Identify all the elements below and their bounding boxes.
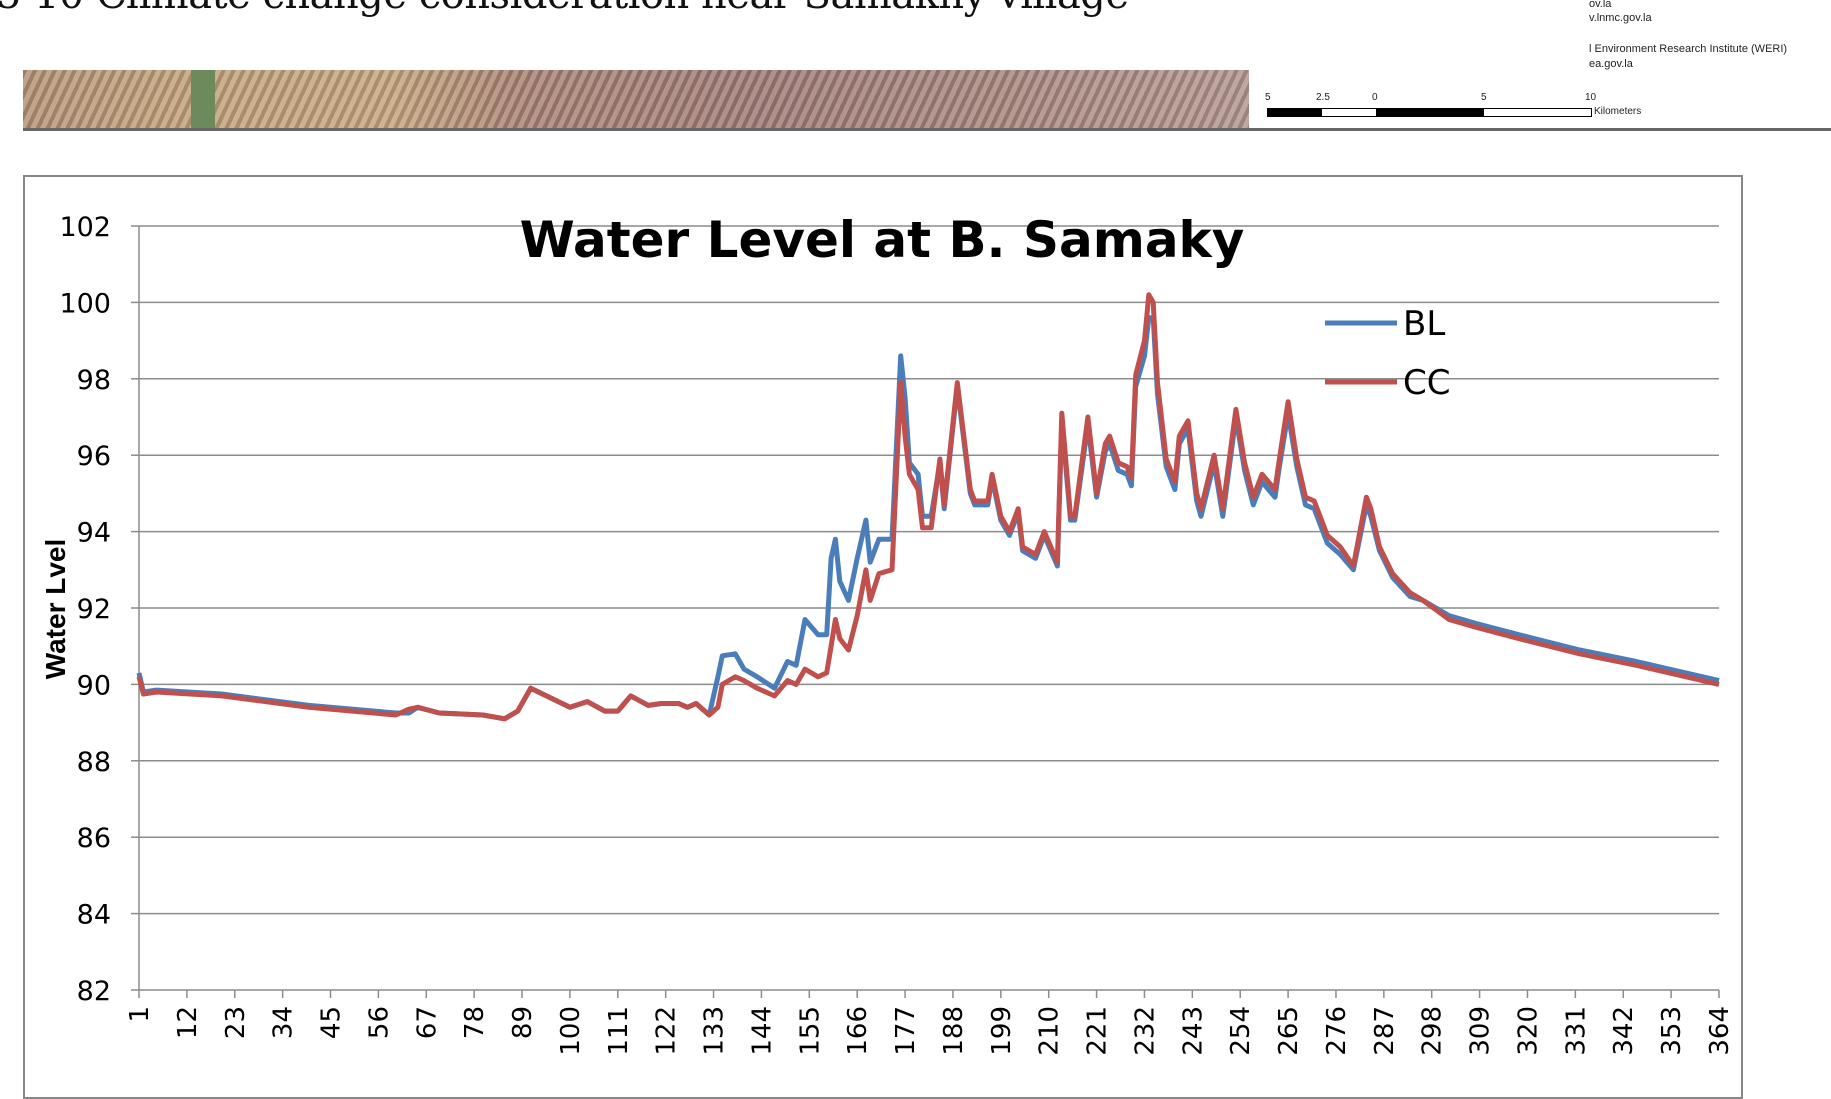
x-tick-label: 265 bbox=[1274, 1006, 1304, 1056]
map-legend-line: l Environment Research Institute (WERI) bbox=[1589, 43, 1788, 55]
scale-label: 5 bbox=[1265, 92, 1271, 103]
y-tick-label: 96 bbox=[77, 441, 111, 472]
x-tick-label: 188 bbox=[939, 1006, 969, 1056]
x-tick-label: 155 bbox=[795, 1006, 825, 1056]
y-tick-label: 90 bbox=[77, 670, 111, 701]
legend-label-bl: BL bbox=[1403, 304, 1445, 344]
scale-label: 5 bbox=[1481, 92, 1487, 103]
series-line-bl bbox=[136, 315, 1720, 722]
x-tick-label: 34 bbox=[269, 1006, 299, 1039]
scale-label: 2.5 bbox=[1316, 92, 1330, 103]
y-tick-label: 98 bbox=[77, 365, 111, 396]
water-level-chart: 82 84 86 88 90 92 94 96 98 100 102 1 12 23 34 45 56 67 78… bbox=[40, 211, 1735, 1056]
map-legend-line: ea.gov.la bbox=[1589, 58, 1633, 70]
x-tick-label: 111 bbox=[604, 1006, 634, 1056]
y-tick-label: 102 bbox=[59, 212, 111, 243]
x-tick-label: 144 bbox=[747, 1006, 777, 1056]
x-tick-label: 221 bbox=[1083, 1006, 1113, 1056]
x-tick-label: 199 bbox=[987, 1006, 1017, 1056]
y-tick-label: 94 bbox=[77, 518, 111, 549]
scale-label: 10 bbox=[1585, 92, 1597, 103]
x-tick-label: 243 bbox=[1178, 1006, 1208, 1056]
x-tick-label: 331 bbox=[1561, 1006, 1591, 1056]
y-tick-label: 88 bbox=[77, 747, 111, 778]
x-tick-label: 89 bbox=[508, 1006, 538, 1039]
map-legend-line: v.lnmc.gov.la bbox=[1589, 12, 1652, 24]
x-tick-label: 287 bbox=[1370, 1006, 1400, 1056]
x-tick-label: 276 bbox=[1322, 1006, 1352, 1056]
x-tick-label: 309 bbox=[1466, 1006, 1496, 1056]
chart-title: Water Level at B. Samaky bbox=[520, 211, 1245, 269]
x-tick-label: 78 bbox=[460, 1006, 490, 1039]
scale-label: 0 bbox=[1372, 92, 1378, 103]
x-tick-label: 232 bbox=[1130, 1006, 1160, 1056]
map-legend-panel: ov.la v.lnmc.gov.la l Environment Resear… bbox=[1249, 0, 1831, 131]
map-legend-line: ov.la bbox=[1589, 0, 1612, 10]
y-tick-label: 92 bbox=[77, 594, 111, 625]
x-tick-label: 342 bbox=[1609, 1006, 1639, 1056]
x-tick-label: 320 bbox=[1513, 1006, 1543, 1056]
figure-caption: 5-10 Climate change consideration near S… bbox=[0, 0, 1129, 18]
scale-bar bbox=[1267, 108, 1592, 117]
y-axis-label: Water Lvel bbox=[40, 539, 71, 680]
chart-frame: 82 84 86 88 90 92 94 96 98 100 102 1 12 23 34 45 56 67 78… bbox=[23, 175, 1743, 1099]
scale-unit: Kilometers bbox=[1594, 106, 1642, 117]
y-tick-label: 100 bbox=[59, 288, 111, 319]
x-tick-label: 67 bbox=[412, 1006, 442, 1039]
x-tick-label: 353 bbox=[1657, 1006, 1687, 1056]
legend: BL CC bbox=[1325, 304, 1450, 403]
terrain-map-strip bbox=[23, 70, 1249, 131]
y-tick-label: 82 bbox=[77, 976, 111, 1007]
x-tick-label: 254 bbox=[1226, 1006, 1256, 1056]
x-tick-label: 166 bbox=[843, 1006, 873, 1056]
x-tick-label: 1 bbox=[125, 1006, 155, 1023]
x-tick-label: 210 bbox=[1035, 1006, 1065, 1056]
y-tick-label: 86 bbox=[77, 823, 111, 854]
legend-label-cc: CC bbox=[1403, 363, 1450, 403]
x-tick-label: 122 bbox=[652, 1006, 682, 1056]
x-tick-label: 100 bbox=[556, 1006, 586, 1056]
x-tick-label: 45 bbox=[317, 1006, 347, 1039]
x-tick-label: 133 bbox=[700, 1006, 730, 1056]
y-tick-label: 84 bbox=[77, 900, 111, 931]
x-tick-label: 23 bbox=[221, 1006, 251, 1039]
x-tick-label: 364 bbox=[1705, 1006, 1735, 1056]
x-tick-label: 12 bbox=[173, 1006, 203, 1039]
series-line-cc bbox=[136, 292, 1720, 722]
x-tick-label: 177 bbox=[891, 1006, 921, 1056]
x-tick-label: 298 bbox=[1418, 1006, 1448, 1056]
x-tick-label: 56 bbox=[364, 1006, 394, 1039]
